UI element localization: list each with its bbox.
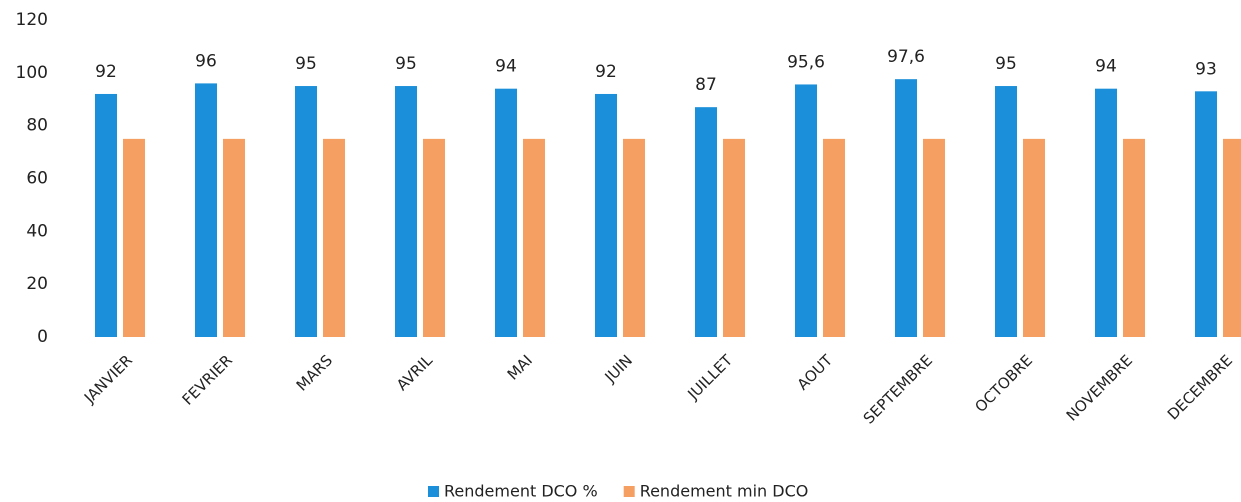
y-tick-label: 120 xyxy=(16,10,48,30)
bar xyxy=(323,138,345,337)
bar xyxy=(623,138,645,337)
x-tick-label: MAI xyxy=(504,351,536,383)
data-label: 95 xyxy=(295,54,317,74)
data-label: 95 xyxy=(995,54,1017,74)
bar xyxy=(1123,138,1145,337)
y-tick-label: 80 xyxy=(26,116,48,136)
bar xyxy=(995,86,1017,338)
legend-swatch xyxy=(623,486,635,497)
x-tick-label: AOUT xyxy=(794,351,837,394)
data-label: 87 xyxy=(695,75,717,95)
bar xyxy=(1023,138,1045,337)
x-tick-label: JUIN xyxy=(601,351,636,386)
bar xyxy=(295,86,317,338)
data-label: 93 xyxy=(1195,59,1217,79)
x-tick-label: NOVEMBRE xyxy=(1063,351,1136,424)
data-label: 92 xyxy=(595,62,617,82)
data-label: 97,6 xyxy=(887,47,925,67)
data-label: 92 xyxy=(95,62,117,82)
data-label: 96 xyxy=(195,51,217,71)
x-tick-label: JANVIER xyxy=(80,351,136,407)
y-tick-label: 40 xyxy=(26,221,48,241)
x-tick-label: FEVRIER xyxy=(179,351,236,408)
y-tick-label: 20 xyxy=(26,274,48,294)
bar xyxy=(923,138,945,337)
bar xyxy=(223,138,245,337)
y-tick-label: 100 xyxy=(16,63,48,83)
bar xyxy=(395,86,417,338)
x-tick-label: JUILLET xyxy=(684,351,737,404)
bar xyxy=(1195,91,1217,337)
bar xyxy=(1095,88,1117,337)
y-tick-label: 60 xyxy=(26,169,48,189)
y-tick-label: 0 xyxy=(37,327,48,347)
legend-label: Rendement min DCO xyxy=(640,482,809,501)
x-tick-label: SEPTEMBRE xyxy=(860,351,936,427)
bar xyxy=(95,93,117,337)
data-label: 95,6 xyxy=(787,52,825,72)
legend-label: Rendement DCO % xyxy=(444,482,598,501)
x-tick-label: AVRIL xyxy=(393,351,436,394)
bar xyxy=(823,138,845,337)
bar xyxy=(795,84,817,337)
bar xyxy=(595,93,617,337)
x-tick-label: MARS xyxy=(293,351,336,394)
bar xyxy=(1223,138,1241,337)
bar xyxy=(723,138,745,337)
x-tick-label: DECEMBRE xyxy=(1164,351,1236,423)
bar xyxy=(195,83,217,338)
bar xyxy=(895,79,917,337)
bar xyxy=(123,138,145,337)
data-label: 94 xyxy=(1095,57,1117,77)
bar xyxy=(423,138,445,337)
data-label: 95 xyxy=(395,54,417,74)
legend-swatch xyxy=(428,486,439,497)
bar xyxy=(495,88,517,337)
data-label: 94 xyxy=(495,57,517,77)
x-tick-label: OCTOBRE xyxy=(971,351,1036,416)
bar xyxy=(695,107,717,337)
bar xyxy=(523,138,545,337)
